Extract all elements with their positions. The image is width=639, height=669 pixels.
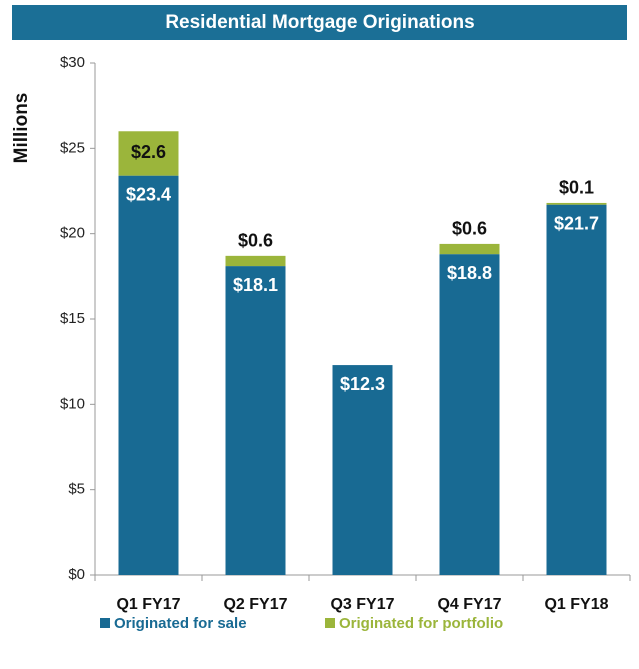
value-label: $2.6 — [131, 142, 166, 162]
bar-segment — [225, 266, 286, 575]
legend-swatch — [100, 618, 110, 628]
value-label: $0.6 — [238, 231, 273, 251]
y-tick-label: $15 — [60, 310, 85, 327]
y-tick-label: $30 — [60, 54, 85, 71]
x-tick-label: Q2 FY17 — [223, 596, 287, 613]
y-tick-label: $25 — [60, 139, 85, 156]
value-label: $18.8 — [447, 263, 492, 283]
y-tick-label: $5 — [68, 481, 85, 498]
chart-title: Residential Mortgage Originations — [165, 12, 474, 33]
bar-segment — [332, 365, 393, 575]
value-label: $0.6 — [452, 219, 487, 239]
legend-swatch — [325, 618, 335, 628]
bar-segment — [439, 254, 500, 575]
bar-segment — [439, 243, 500, 255]
x-tick-label: Q1 FY17 — [116, 596, 180, 613]
bar-segment — [118, 131, 179, 176]
y-tick-label: $20 — [60, 225, 85, 242]
value-label: $21.7 — [554, 213, 599, 233]
x-tick-label: Q1 FY18 — [544, 596, 608, 613]
value-label: $12.3 — [340, 374, 385, 394]
y-axis-label: Millions — [11, 93, 32, 164]
y-tick-label: $0 — [68, 566, 85, 583]
value-label: $0.1 — [559, 178, 594, 198]
value-label: $18.1 — [233, 275, 278, 295]
legend-label: Originated for sale — [114, 615, 247, 632]
bar-segment — [546, 202, 607, 205]
bar-segment — [118, 175, 179, 575]
x-tick-label: Q3 FY17 — [330, 596, 394, 613]
title-banner — [12, 5, 627, 40]
bar-segment — [225, 255, 286, 267]
bar-segment — [546, 204, 607, 576]
value-label: $23.4 — [126, 184, 171, 204]
y-tick-label: $10 — [60, 395, 85, 412]
legend-label: Originated for portfolio — [339, 615, 503, 632]
x-tick-label: Q4 FY17 — [437, 596, 501, 613]
